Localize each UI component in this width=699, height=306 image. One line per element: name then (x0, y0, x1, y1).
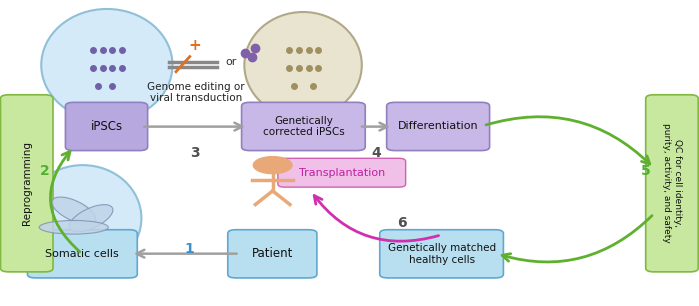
FancyBboxPatch shape (242, 103, 366, 151)
Text: 6: 6 (397, 216, 407, 230)
Text: Genome editing or
viral transduction: Genome editing or viral transduction (147, 82, 245, 103)
Text: 1: 1 (185, 241, 194, 256)
Text: 3: 3 (190, 146, 199, 160)
Ellipse shape (41, 9, 173, 121)
Text: 2: 2 (40, 164, 50, 178)
Text: 5: 5 (641, 164, 651, 178)
FancyBboxPatch shape (380, 230, 503, 278)
Ellipse shape (39, 220, 108, 234)
Ellipse shape (52, 197, 96, 224)
Text: Genetically matched
healthy cells: Genetically matched healthy cells (387, 243, 496, 265)
FancyBboxPatch shape (278, 158, 405, 187)
Ellipse shape (69, 205, 113, 232)
Text: or: or (226, 57, 237, 67)
FancyBboxPatch shape (646, 95, 698, 272)
Text: Reprogramming: Reprogramming (22, 141, 31, 225)
FancyBboxPatch shape (1, 95, 53, 272)
Ellipse shape (245, 12, 362, 118)
Text: +: + (188, 38, 201, 53)
FancyBboxPatch shape (27, 230, 137, 278)
FancyBboxPatch shape (66, 103, 147, 151)
FancyBboxPatch shape (387, 103, 489, 151)
Text: Patient: Patient (252, 247, 293, 260)
Text: iPSCs: iPSCs (90, 120, 122, 133)
Text: 4: 4 (371, 146, 381, 160)
Text: Transplantation: Transplantation (298, 168, 385, 178)
Text: Genetically
corrected iPSCs: Genetically corrected iPSCs (263, 116, 345, 137)
Text: Somatic cells: Somatic cells (45, 249, 120, 259)
Ellipse shape (24, 165, 141, 271)
Text: Differentiation: Differentiation (398, 121, 478, 132)
FancyBboxPatch shape (228, 230, 317, 278)
Text: QC for cell identity,
purity, activity, and safety: QC for cell identity, purity, activity, … (662, 123, 682, 243)
Circle shape (253, 157, 292, 174)
